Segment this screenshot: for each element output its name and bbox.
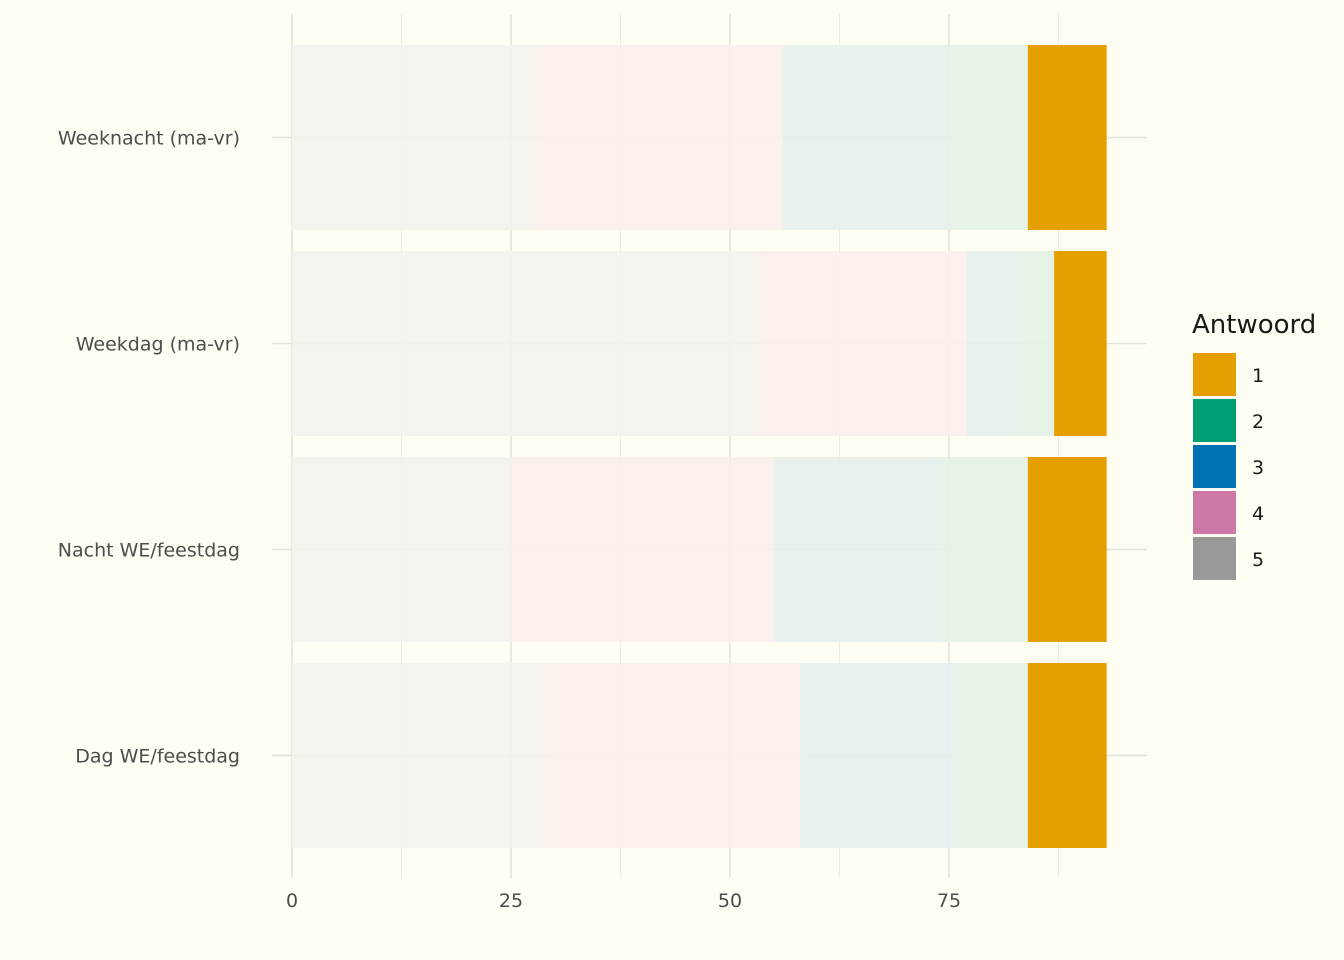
legend-key-4 xyxy=(1193,491,1236,534)
bar-segment-2 xyxy=(940,457,1028,642)
x-tick-label: 50 xyxy=(718,890,742,912)
x-axis: 0 25 50 75 xyxy=(286,890,961,912)
bar-segment-2 xyxy=(949,45,1028,230)
bar-segment-2 xyxy=(1019,251,1055,436)
bars xyxy=(292,45,1107,848)
x-tick-label: 25 xyxy=(499,890,523,912)
legend-key-5 xyxy=(1193,537,1236,580)
legend-label: 4 xyxy=(1252,503,1264,525)
legend: Antwoord 1 2 3 4 5 xyxy=(1192,310,1316,580)
bar-segment-5 xyxy=(292,663,547,848)
legend-key-3 xyxy=(1193,445,1236,488)
bar-segment-3 xyxy=(773,457,941,642)
x-tick-label: 0 xyxy=(286,890,298,912)
legend-label: 2 xyxy=(1252,411,1264,433)
legend-label: 3 xyxy=(1252,457,1264,479)
y-tick-label: Dag WE/feestdag xyxy=(75,746,240,768)
legend-label: 5 xyxy=(1252,549,1264,571)
bar-segment-1 xyxy=(1027,663,1107,848)
y-tick-label: Weekdag (ma-vr) xyxy=(76,334,240,356)
bar-segment-2 xyxy=(957,663,1028,848)
bar-segment-5 xyxy=(292,45,538,230)
y-tick-label: Nacht WE/feestdag xyxy=(58,540,240,562)
bar-segment-4 xyxy=(537,45,783,230)
bar-segment-3 xyxy=(800,663,958,848)
bar-segment-3 xyxy=(782,45,949,230)
legend-title: Antwoord xyxy=(1192,310,1316,340)
bar-segment-1 xyxy=(1054,251,1107,436)
y-axis: Weeknacht (ma-vr) Weekdag (ma-vr) Nacht WE… xyxy=(58,128,240,768)
bar-segment-5 xyxy=(292,251,757,436)
bar-segment-4 xyxy=(546,663,801,848)
bar-segment-3 xyxy=(966,251,1020,436)
x-tick-label: 75 xyxy=(937,890,961,912)
legend-key-1 xyxy=(1193,353,1236,396)
bar-segment-1 xyxy=(1027,457,1107,642)
legend-label: 1 xyxy=(1252,365,1264,387)
y-tick-label: Weeknacht (ma-vr) xyxy=(58,128,240,150)
bar-segment-1 xyxy=(1027,45,1107,230)
bar-segment-4 xyxy=(511,457,774,642)
bar-segment-5 xyxy=(292,457,511,642)
legend-key-2 xyxy=(1193,399,1236,442)
bar-segment-4 xyxy=(756,251,967,436)
